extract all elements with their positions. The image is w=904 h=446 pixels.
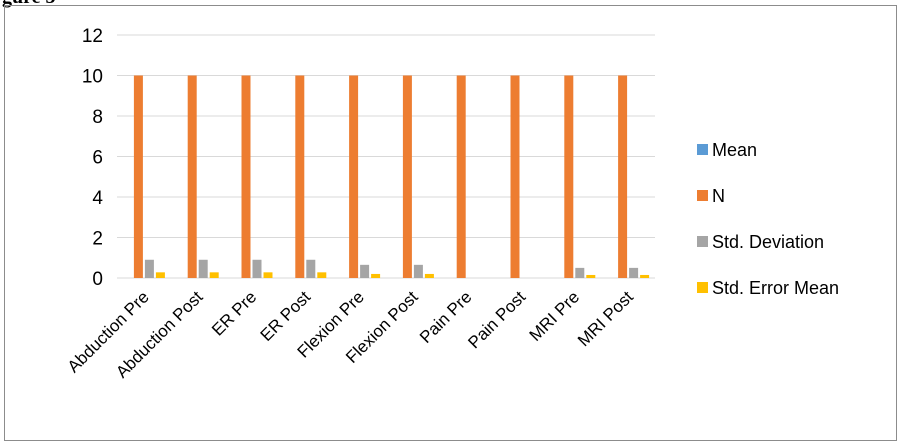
- bar: [242, 76, 251, 279]
- bar: [575, 268, 584, 278]
- legend-label: Mean: [712, 140, 757, 160]
- y-tick-label: 10: [82, 67, 103, 88]
- bar: [425, 274, 434, 278]
- legend-label: N: [712, 186, 725, 206]
- bar: [360, 265, 369, 278]
- bar: [640, 275, 649, 278]
- y-tick-label: 12: [82, 26, 103, 47]
- legend-label: Std. Error Mean: [712, 278, 839, 298]
- x-category-label: Pain Post: [464, 287, 529, 352]
- y-tick-label: 0: [92, 269, 103, 290]
- x-category-label: MRI Post: [574, 287, 637, 350]
- bar: [511, 76, 520, 279]
- bar: [349, 76, 358, 279]
- bar: [371, 274, 380, 278]
- y-tick-label: 2: [92, 229, 103, 250]
- x-category-label: ER Pre: [208, 287, 260, 339]
- bar: [156, 272, 165, 278]
- bar: [564, 76, 573, 279]
- legend-swatch: [697, 282, 708, 293]
- bar: [295, 76, 304, 279]
- bar: [253, 260, 262, 278]
- bar: [457, 76, 466, 279]
- legend-label: Std. Deviation: [712, 232, 824, 252]
- bar: [264, 272, 273, 278]
- legend-swatch: [697, 144, 708, 155]
- bar: [586, 275, 595, 278]
- bar: [306, 260, 315, 278]
- legend-swatch: [697, 190, 708, 201]
- bar: [134, 76, 143, 279]
- y-tick-label: 8: [92, 107, 103, 128]
- bar: [210, 272, 219, 278]
- bar: [403, 76, 412, 279]
- bar: [317, 272, 326, 278]
- bar: [414, 265, 423, 278]
- legend-swatch: [697, 236, 708, 247]
- y-tick-label: 4: [92, 188, 103, 209]
- y-tick-label: 6: [92, 148, 103, 169]
- bar: [145, 260, 154, 278]
- bar: [618, 76, 627, 279]
- bar: [199, 260, 208, 278]
- bar: [629, 268, 638, 278]
- bar: [188, 76, 197, 279]
